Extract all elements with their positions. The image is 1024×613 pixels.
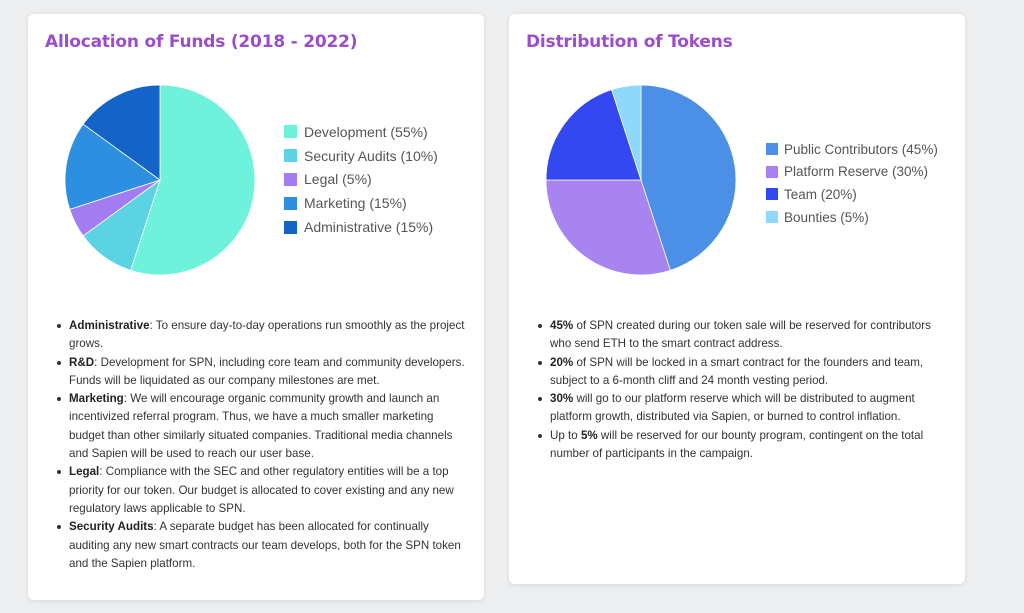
legend-item-team[interactable]: Team (20%) bbox=[766, 183, 938, 206]
allocation-of-funds-card: Allocation of Funds (2018 - 2022) Develo… bbox=[28, 14, 484, 600]
legend-label: Administrative (15%) bbox=[304, 219, 434, 236]
legend-item-development[interactable]: Development (55%) bbox=[284, 120, 438, 144]
note-text: of SPN will be locked in a smart contrac… bbox=[550, 355, 924, 387]
legend-swatch bbox=[284, 196, 297, 210]
pie-slice-bounties[interactable] bbox=[611, 84, 642, 181]
note-term: Marketing bbox=[69, 392, 124, 406]
allocation-notes-list: Administrative: To ensure day-to-day ope… bbox=[57, 317, 469, 573]
pie-slice-development[interactable] bbox=[130, 84, 256, 276]
legend-swatch bbox=[284, 149, 297, 163]
legend-item-platform-reserve[interactable]: Platform Reserve (30%) bbox=[766, 161, 938, 184]
legend-item-bounties[interactable]: Bounties (5%) bbox=[766, 206, 938, 229]
legend-swatch bbox=[284, 172, 297, 186]
note-term: Legal bbox=[69, 465, 100, 479]
legend-label: Team (20%) bbox=[784, 186, 857, 202]
pie-slice-team[interactable] bbox=[545, 89, 642, 181]
note-item: Security Audits: A separate budget has b… bbox=[57, 518, 469, 573]
legend-item-public-contributors[interactable]: Public Contributors (45%) bbox=[766, 138, 938, 161]
note-item: Legal: Compliance with the SEC and other… bbox=[57, 463, 469, 518]
note-lead: Up to bbox=[550, 428, 581, 442]
note-term: 30% bbox=[550, 392, 574, 406]
note-term: Security Audits bbox=[69, 520, 154, 534]
allocation-legend: Development (55%) Security Audits (10%) Le… bbox=[284, 120, 438, 239]
note-item: Marketing: We will encourage organic com… bbox=[57, 390, 469, 463]
legend-item-marketing[interactable]: Marketing (15%) bbox=[284, 191, 438, 215]
note-text: : Compliance with the SEC and other regu… bbox=[69, 465, 454, 515]
legend-item-legal[interactable]: Legal (5%) bbox=[284, 168, 438, 192]
legend-swatch bbox=[284, 125, 297, 139]
note-text: : We will encourage organic community gr… bbox=[69, 392, 453, 461]
note-item: Up to 5% will be reserved for our bounty… bbox=[538, 427, 942, 464]
legend-swatch bbox=[766, 165, 778, 178]
pie-slice-marketing[interactable] bbox=[64, 123, 161, 210]
note-item: 30% will go to our platform reserve whic… bbox=[538, 390, 942, 427]
note-text: : Development for SPN, including core te… bbox=[69, 355, 465, 387]
note-term: 20% bbox=[550, 355, 574, 369]
legend-item-security-audits[interactable]: Security Audits (10%) bbox=[284, 144, 438, 168]
note-item: R&D: Development for SPN, including core… bbox=[57, 354, 469, 391]
note-text: : A separate budget has been allocated f… bbox=[69, 520, 461, 570]
legend-item-administrative[interactable]: Administrative (15%) bbox=[284, 215, 438, 239]
legend-label: Security Audits (10%) bbox=[304, 147, 438, 164]
note-term: Administrative bbox=[69, 319, 150, 332]
legend-swatch bbox=[766, 188, 778, 201]
note-item: Administrative: To ensure day-to-day ope… bbox=[57, 317, 469, 354]
legend-swatch bbox=[766, 143, 778, 156]
legend-label: Public Contributors (45%) bbox=[784, 141, 938, 157]
distribution-notes-list: 45% of SPN created during our token sale… bbox=[538, 317, 942, 464]
legend-swatch bbox=[284, 220, 297, 234]
note-term: 45% bbox=[550, 319, 574, 332]
pie-slice-administrative[interactable] bbox=[82, 84, 161, 181]
allocation-pie-chart bbox=[64, 84, 256, 276]
distribution-pie-chart bbox=[545, 84, 737, 276]
note-text: will be reserved for our bounty program,… bbox=[550, 428, 924, 461]
note-item: 45% of SPN created during our token sale… bbox=[538, 317, 942, 354]
distribution-legend: Public Contributors (45%) Platform Reserv… bbox=[766, 138, 938, 228]
card-title: Distribution of Tokens bbox=[526, 32, 733, 52]
legend-label: Legal (5%) bbox=[304, 171, 372, 188]
pie-slice-public-contributors[interactable] bbox=[640, 84, 737, 271]
note-text: of SPN created during our token sale wil… bbox=[550, 319, 931, 351]
note-text: will go to our platform reserve which wi… bbox=[550, 392, 915, 424]
note-text: : To ensure day-to-day operations run sm… bbox=[69, 319, 465, 351]
legend-label: Bounties (5%) bbox=[784, 209, 869, 225]
legend-swatch bbox=[766, 211, 778, 224]
note-item: 20% of SPN will be locked in a smart con… bbox=[538, 354, 942, 391]
legend-label: Platform Reserve (30%) bbox=[784, 164, 929, 180]
legend-label: Marketing (15%) bbox=[304, 195, 407, 212]
pie-slice-platform-reserve[interactable] bbox=[545, 179, 671, 276]
legend-label: Development (55%) bbox=[304, 123, 428, 140]
distribution-of-tokens-card: Distribution of Tokens Public Contributo… bbox=[509, 14, 965, 584]
card-title: Allocation of Funds (2018 - 2022) bbox=[45, 32, 358, 52]
note-term: R&D bbox=[69, 355, 95, 369]
note-term: 5% bbox=[580, 428, 598, 442]
